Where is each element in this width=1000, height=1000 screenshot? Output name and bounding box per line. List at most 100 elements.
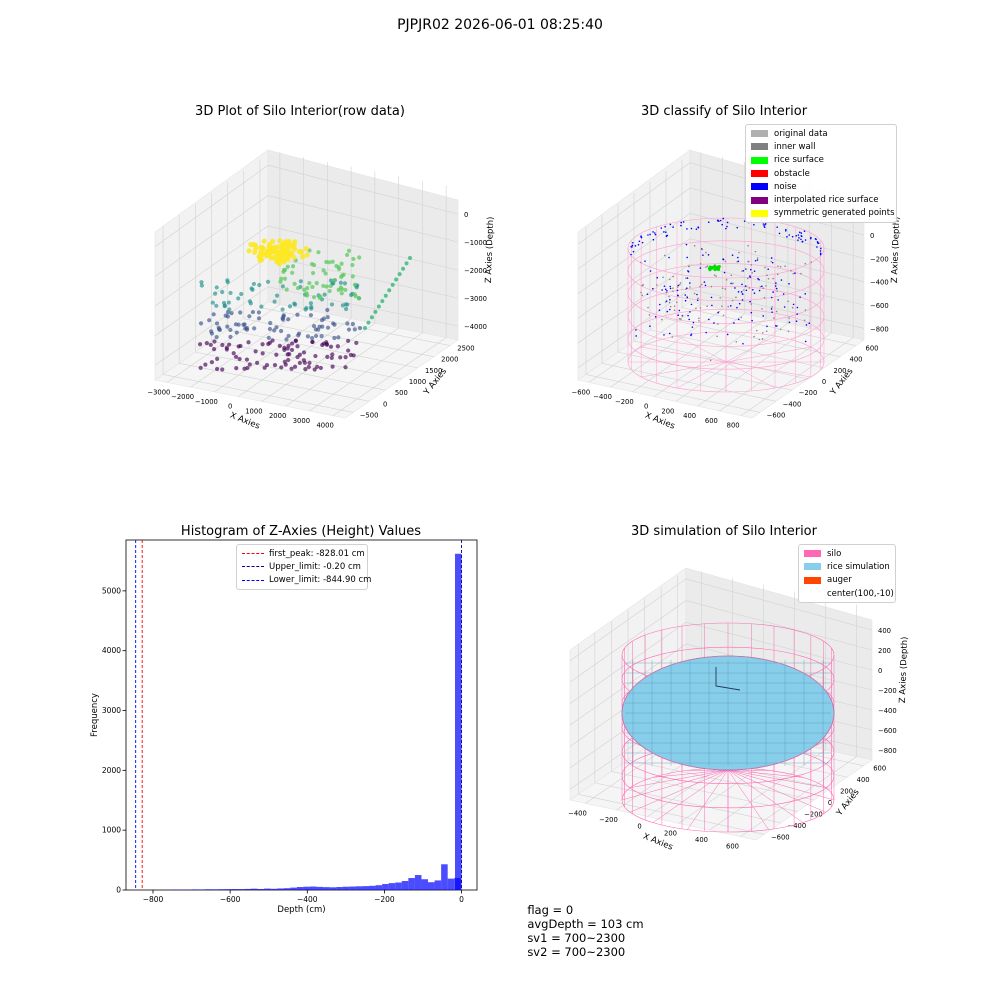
classified-point (740, 316, 743, 319)
y-gridline-floor (195, 351, 386, 391)
classified-point (685, 277, 687, 279)
classified-point (777, 265, 779, 268)
classified-point (737, 256, 739, 259)
x-tick-label: −800 (143, 895, 164, 904)
classified-point (751, 272, 754, 274)
classified-point (702, 254, 704, 256)
scatter-point-low (260, 342, 265, 347)
wall-noise-point (686, 228, 688, 230)
classified-point (644, 260, 646, 262)
classified-point (750, 303, 753, 305)
scatter-point-low (308, 301, 314, 306)
x-tick-label: 1000 (245, 407, 262, 415)
silo-floor-spoke (727, 769, 835, 801)
scatter-point-mid (307, 248, 312, 253)
scatter-point-trail (369, 315, 374, 320)
classified-point (664, 301, 667, 303)
classified-point (721, 287, 724, 289)
classified-point (685, 288, 687, 291)
silo-floor-spoke (652, 769, 729, 823)
legend-item: obstacle (751, 167, 891, 180)
wall-noise-point (809, 237, 812, 240)
classified-point (751, 288, 754, 291)
wall-noise-point (820, 247, 822, 250)
z-tick-label: −400 (878, 707, 897, 715)
scatter-point-low (295, 354, 300, 360)
classified-point (734, 287, 736, 289)
x-tick-label: 0 (637, 823, 641, 831)
scatter-point-low (209, 329, 214, 334)
scatter-point-low (343, 306, 349, 312)
classified-point (799, 296, 801, 298)
wall-noise-point (814, 238, 817, 240)
scatter-point-low (228, 290, 233, 296)
classified-point (722, 258, 724, 260)
scatter-point-low (296, 333, 301, 338)
z-axis-label: Z Axies (Depth) (890, 216, 902, 283)
scatter-point-top (261, 238, 267, 244)
scatter-point-low (354, 340, 359, 346)
classified-point (741, 299, 744, 301)
hist-bar (395, 882, 402, 890)
scatter-point-low (325, 307, 330, 313)
scatter-point-low (224, 347, 229, 352)
z-tick-label: −600 (870, 302, 889, 310)
classified-point (764, 266, 766, 269)
hist-bar (434, 880, 442, 890)
classified-point (765, 330, 768, 333)
y-tick-label: 0 (822, 378, 826, 386)
y-tick-label: 0 (383, 400, 387, 408)
scatter-point-low (225, 324, 230, 329)
wall-noise-point (800, 232, 803, 234)
legend-item: interpolated rice surface (751, 193, 891, 206)
legend-swatch (804, 590, 821, 597)
hist-bar (250, 888, 258, 890)
scatter-point-low (295, 312, 300, 317)
scatter-point-low (346, 327, 352, 332)
classified-point (748, 287, 751, 289)
classified-point (767, 268, 770, 270)
wall-noise-point (634, 245, 637, 247)
y-tick-label: 200 (840, 788, 853, 796)
x-tick-label: −600 (572, 388, 591, 396)
scatter-point-low (197, 342, 203, 347)
scatter-point-mid (352, 282, 358, 287)
scatter-point-low (227, 342, 232, 347)
scatter-point-low (279, 328, 284, 334)
scatter-point-mid (324, 259, 329, 265)
scatter-point-low (213, 291, 218, 296)
scatter-point-low (279, 365, 284, 370)
wall-noise-point (798, 237, 800, 239)
classified-point (750, 264, 753, 266)
classified-point (747, 260, 750, 263)
y-gridline-floor (594, 782, 781, 824)
classified-point (745, 268, 747, 270)
classified-point (759, 285, 762, 288)
classified-point (697, 317, 700, 320)
scatter-point-low (290, 341, 295, 346)
x-tick-label: −3000 (147, 388, 170, 396)
classified-point (761, 308, 763, 310)
scatter-point-low (246, 340, 251, 345)
classified-point (745, 285, 748, 287)
scatter-point-low (277, 343, 282, 349)
classified-point (790, 269, 792, 272)
classified-point (738, 251, 740, 254)
scatter-point-low (215, 356, 220, 361)
wall-noise-point (816, 246, 818, 248)
scatter-point-trail (376, 304, 381, 309)
scatter-point-top (266, 241, 272, 247)
scatter-point-low (214, 335, 219, 340)
wall-noise-point (803, 230, 806, 232)
classified-point (721, 305, 723, 307)
wall-noise-point (797, 234, 800, 236)
scatter-point-mid (292, 281, 297, 286)
hist-bar (270, 888, 278, 890)
classified-point (686, 256, 688, 259)
y-tick-label: 2000 (102, 766, 121, 775)
z-tick-label: −400 (870, 279, 889, 287)
hist-bar (303, 886, 310, 890)
hist-bar (382, 884, 389, 890)
histogram-group: −800 −600 −400 −200 0 0 1000 2000 3000 4000 5000 De… (90, 539, 478, 915)
